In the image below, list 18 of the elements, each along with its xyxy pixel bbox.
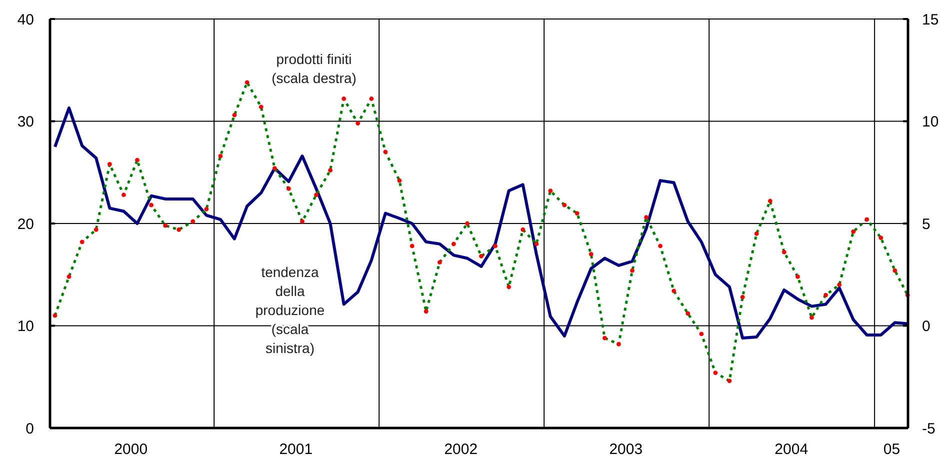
series-label: prodotti finiti (scala destra) <box>272 51 356 86</box>
x-tick-label: 2002 <box>444 441 478 458</box>
x-tick-label: 2000 <box>114 441 148 458</box>
y-tick-label: 30 <box>17 114 34 130</box>
line-series <box>53 106 910 340</box>
y-tick-label: 20 <box>17 216 34 233</box>
x-tick-label: 05 <box>883 441 900 458</box>
x-tick-label: 2004 <box>774 441 808 458</box>
y-tick-label: 10 <box>17 318 34 335</box>
x-tick-label: 2003 <box>609 441 643 458</box>
x-tick-label: 2001 <box>279 441 313 458</box>
y2-tick-label: 0 <box>922 318 930 335</box>
y2-tick-label: 5 <box>922 216 930 233</box>
y-tick-label: 40 <box>17 11 34 28</box>
y2-tick-label: 10 <box>922 114 939 130</box>
y2-tick-label: -5 <box>922 420 936 438</box>
y2-tick-label: 15 <box>922 11 939 28</box>
y-tick-label: 0 <box>26 420 34 438</box>
